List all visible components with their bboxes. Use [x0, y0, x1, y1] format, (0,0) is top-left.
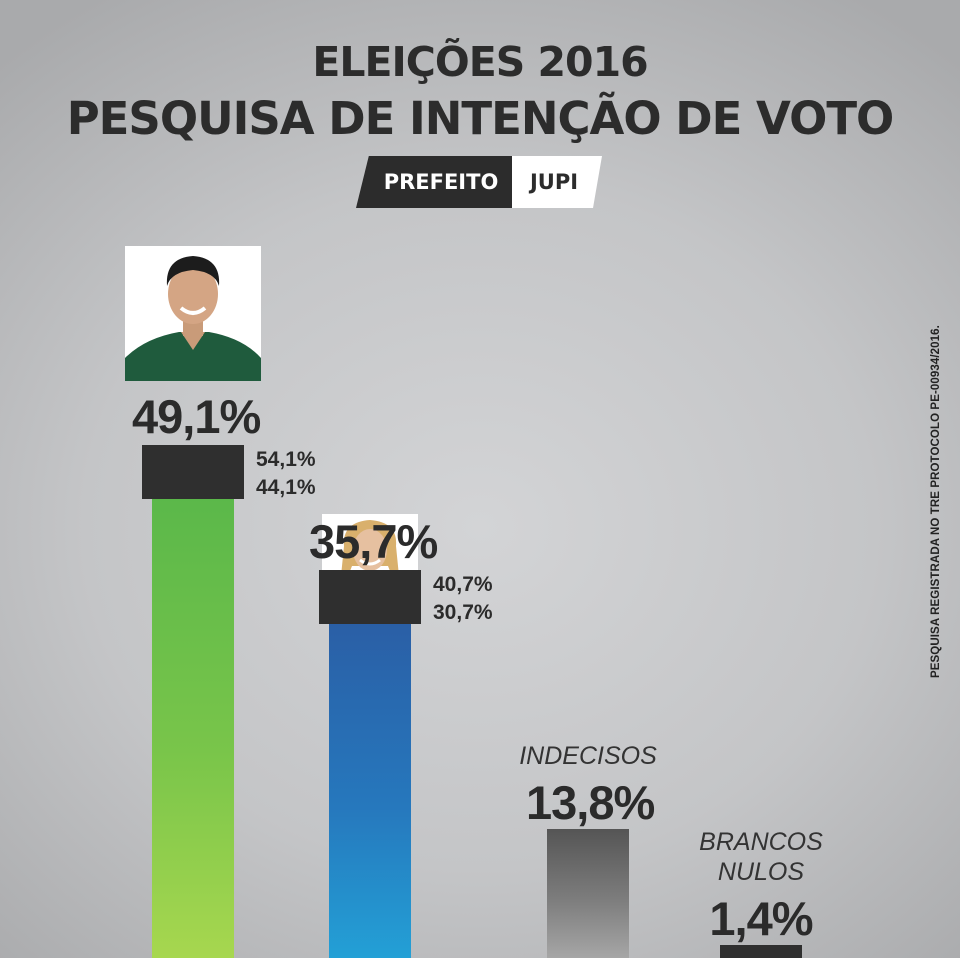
office-badge: PREFEITO JUPI — [356, 156, 604, 208]
candidate-2-photo — [322, 514, 418, 608]
bar-3 — [547, 828, 629, 958]
title-line-2: PESQUISA DE INTENÇÃO DE VOTO — [66, 92, 895, 145]
bar-2 — [329, 624, 411, 958]
candidate-2-portrait-icon — [322, 514, 418, 608]
title-line-1: ELEIÇÕES 2016 — [312, 38, 648, 86]
bar-4 — [720, 944, 802, 958]
bar-3-category-label: INDECISOS — [519, 741, 657, 770]
bar-1-range-box — [142, 444, 244, 499]
office-label: PREFEITO — [356, 156, 516, 208]
bar-1-upper-label: 54,1% — [256, 447, 316, 471]
bar-4-value-label: 1,4% — [709, 891, 813, 945]
bar-3-value-label: 13,8% — [526, 775, 655, 829]
bar-1-value-label: 49,1% — [132, 389, 261, 443]
bar-1-lower-label: 44,1% — [256, 475, 316, 499]
city-label: JUPI — [512, 156, 602, 208]
bar-2-upper-label: 40,7% — [433, 573, 493, 597]
bar-1 — [152, 498, 234, 958]
registration-footnote: PESQUISA REGISTRADA NO TRE PROTOCOLO PE-… — [930, 325, 942, 678]
candidate-1-portrait-icon — [125, 246, 261, 381]
candidate-1-photo — [125, 246, 261, 381]
bar-4-category-label: BRANCOS NULOS — [699, 827, 823, 886]
bar-2-lower-label: 30,7% — [433, 601, 493, 625]
